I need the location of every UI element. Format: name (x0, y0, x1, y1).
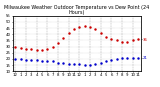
Title: Milwaukee Weather Outdoor Temperature vs Dew Point (24 Hours): Milwaukee Weather Outdoor Temperature vs… (4, 5, 149, 15)
